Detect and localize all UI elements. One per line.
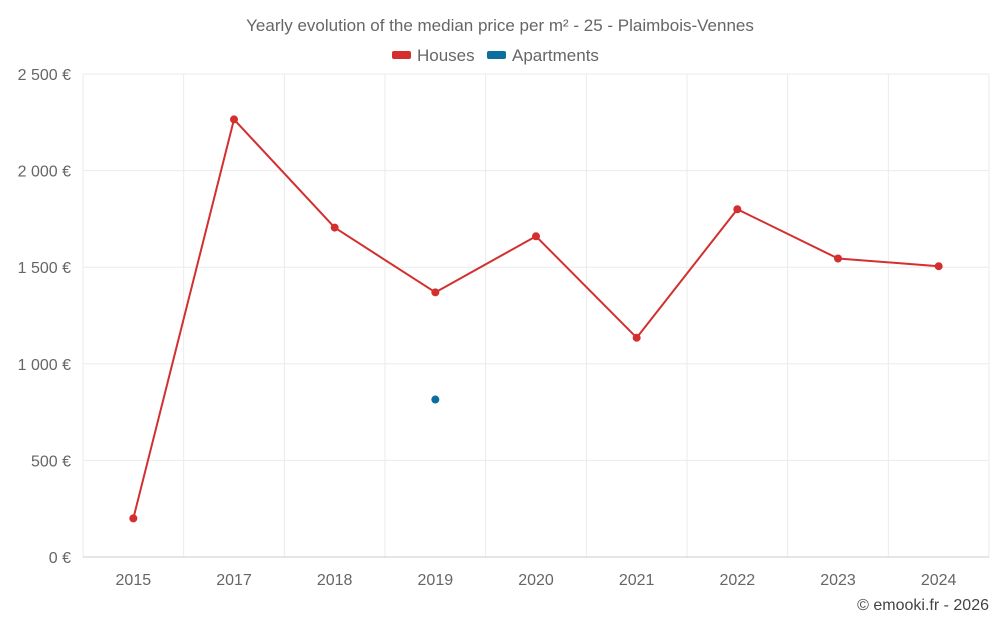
y-tick-label: 2 000 € [18, 164, 71, 181]
legend-swatch-apartments [487, 51, 506, 59]
data-point-houses[interactable] [834, 254, 842, 263]
y-tick-label: 500 € [31, 453, 71, 470]
x-axis-labels: 2015 2017 2018 2019 2020 2021 2022 2023 2024 [116, 572, 957, 589]
series-line-houses [132, 118, 940, 520]
data-point-houses[interactable] [934, 262, 943, 271]
series-lines [132, 118, 940, 520]
legend-label-houses: Houses [417, 46, 475, 65]
legend-item-apartments[interactable]: Apartments [487, 46, 599, 65]
legend-item-houses[interactable]: Houses [392, 46, 475, 65]
gridlines [82, 73, 990, 558]
legend: Houses Apartments [392, 46, 599, 65]
credit-text: © emooki.fr - 2026 [857, 597, 989, 614]
data-point-apartments[interactable] [431, 395, 440, 404]
x-tick-label: 2017 [216, 572, 252, 589]
x-tick-label: 2018 [317, 572, 353, 589]
data-point-houses[interactable] [733, 205, 742, 214]
data-point-houses[interactable] [431, 288, 440, 297]
y-axis-labels: 0 € 500 € 1 000 € 1 500 € 2 000 € 2 500 € [18, 67, 71, 567]
chart-title: Yearly evolution of the median price per… [246, 16, 754, 35]
x-tick-label: 2022 [720, 572, 756, 589]
series-points [129, 115, 943, 523]
y-tick-label: 1 500 € [18, 260, 71, 277]
y-tick-label: 2 500 € [18, 67, 71, 84]
legend-swatch-houses [392, 51, 411, 59]
x-tick-label: 2021 [619, 572, 655, 589]
x-tick-label: 2024 [921, 572, 957, 589]
y-tick-label: 1 000 € [18, 357, 71, 374]
legend-label-apartments: Apartments [512, 46, 599, 65]
data-point-houses[interactable] [632, 333, 641, 342]
x-tick-label: 2020 [518, 572, 554, 589]
x-tick-label: 2023 [820, 572, 856, 589]
data-point-houses[interactable] [330, 223, 339, 232]
y-tick-label: 0 € [49, 550, 71, 567]
data-point-houses[interactable] [230, 115, 238, 124]
x-tick-label: 2015 [116, 572, 152, 589]
data-point-houses[interactable] [532, 232, 540, 241]
data-point-houses[interactable] [129, 514, 138, 523]
x-tick-label: 2019 [418, 572, 454, 589]
